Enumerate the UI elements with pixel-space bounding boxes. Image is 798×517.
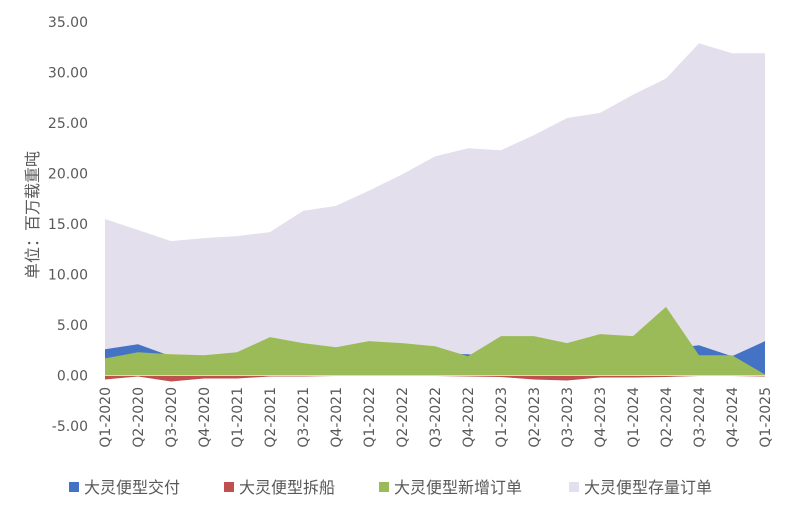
legend-label-0: 大灵便型交付: [84, 478, 180, 497]
x-tick-label: Q1-2021: [230, 387, 246, 448]
x-axis-ticks: Q1-2020 Q2-2020 Q3-2020 Q4-2020 Q1-2021 Q2-20…: [98, 387, 774, 448]
x-tick-label: Q2-2021: [263, 387, 279, 448]
x-tick-label: Q4-2022: [461, 387, 477, 448]
x-tick-label: Q2-2023: [527, 387, 543, 448]
x-tick-label: Q1-2022: [362, 387, 378, 448]
area-series-1: [105, 375, 765, 382]
x-tick-label: Q2-2022: [395, 387, 411, 448]
x-tick-label: Q1-2024: [626, 387, 642, 448]
y-tick-label: 5.00: [57, 318, 88, 334]
legend-swatch-2: [379, 482, 389, 492]
x-tick-label: Q3-2020: [164, 387, 180, 448]
y-axis-ticks: -5.00 0.00 5.00 10.00 15.00 20.00 25.00 30.00 35…: [48, 15, 88, 435]
x-tick-label: Q4-2020: [197, 387, 213, 448]
legend-swatch-0: [69, 482, 79, 492]
x-tick-label: Q3-2024: [692, 387, 708, 448]
y-tick-label: 30.00: [48, 66, 88, 82]
area-series-3: [105, 43, 765, 376]
legend-label-2: 大灵便型新增订单: [394, 478, 522, 497]
x-tick-label: Q1-2023: [494, 387, 510, 448]
x-tick-label: Q4-2021: [329, 387, 345, 448]
y-tick-label: 10.00: [48, 268, 88, 284]
plot-areas: [105, 43, 765, 382]
x-tick-label: Q2-2024: [659, 387, 675, 448]
legend-label-1: 大灵便型拆船: [239, 478, 335, 497]
legend: 大灵便型交付 大灵便型拆船 大灵便型新增订单 大灵便型存量订单: [69, 478, 712, 497]
x-tick-label: Q2-2020: [131, 387, 147, 448]
y-tick-label: -5.00: [52, 419, 88, 435]
y-tick-label: 15.00: [48, 217, 88, 233]
x-tick-label: Q1-2025: [758, 387, 774, 448]
legend-swatch-1: [224, 482, 234, 492]
x-tick-label: Q1-2020: [98, 387, 114, 448]
x-tick-label: Q4-2023: [593, 387, 609, 448]
legend-swatch-3: [569, 482, 579, 492]
y-tick-label: 0.00: [57, 369, 88, 385]
y-axis-label: 单位：百万载重吨: [23, 151, 42, 279]
legend-label-3: 大灵便型存量订单: [584, 478, 712, 497]
area-series-2: [105, 306, 765, 376]
y-tick-label: 35.00: [48, 15, 88, 31]
y-tick-label: 25.00: [48, 116, 88, 132]
x-tick-label: Q3-2021: [296, 387, 312, 448]
x-tick-label: Q3-2023: [560, 387, 576, 448]
y-tick-label: 20.00: [48, 167, 88, 183]
x-tick-label: Q4-2024: [725, 387, 741, 448]
x-tick-label: Q3-2022: [428, 387, 444, 448]
